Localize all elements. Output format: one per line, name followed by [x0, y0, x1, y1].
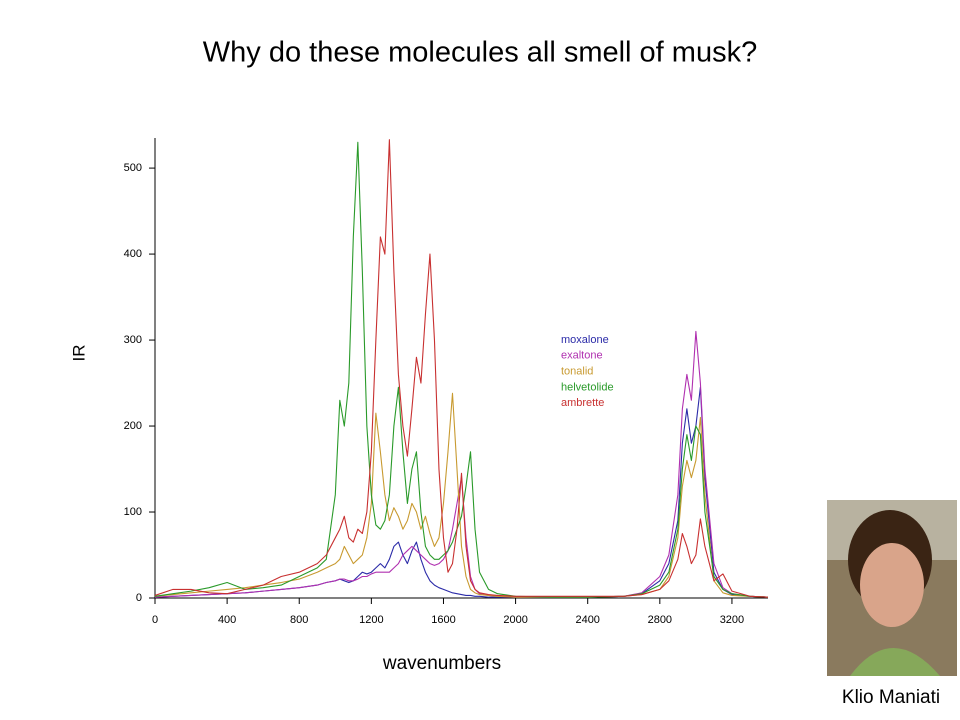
photo-caption: Klio Maniati	[842, 687, 940, 708]
legend-entry: moxalone	[561, 334, 609, 346]
x-tick-label: 800	[290, 614, 308, 626]
photo-face	[860, 543, 924, 627]
series-line	[154, 330, 769, 598]
y-tick-label: 0	[136, 592, 142, 604]
y-tick-label: 100	[124, 506, 142, 518]
y-tick-label: 500	[124, 162, 142, 174]
legend-entry: exaltone	[561, 350, 603, 362]
series-line	[154, 386, 769, 598]
x-tick-label: 1200	[359, 614, 383, 626]
y-axis-label: IR	[69, 345, 88, 362]
photo	[827, 500, 957, 676]
x-axis-label: wavenumbers	[382, 653, 501, 674]
x-tick-label: 2400	[575, 614, 599, 626]
y-tick-label: 300	[124, 334, 142, 346]
photo-shirt	[850, 648, 940, 676]
legend-entry: ambrette	[561, 397, 604, 409]
series-line	[154, 141, 769, 598]
legend-entry: helvetolide	[561, 381, 614, 393]
x-tick-label: 3200	[720, 614, 744, 626]
x-tick-label: 2800	[648, 614, 672, 626]
y-tick-label: 200	[124, 420, 142, 432]
legend-entry: tonalid	[561, 366, 593, 378]
series-line	[154, 392, 769, 598]
chart-title: Why do these molecules all smell of musk…	[203, 37, 757, 69]
x-tick-label: 400	[218, 614, 236, 626]
x-tick-label: 2000	[503, 614, 527, 626]
x-tick-label: 0	[152, 614, 158, 626]
y-tick-label: 400	[124, 248, 142, 260]
x-tick-label: 1600	[431, 614, 455, 626]
series-line	[154, 139, 769, 598]
